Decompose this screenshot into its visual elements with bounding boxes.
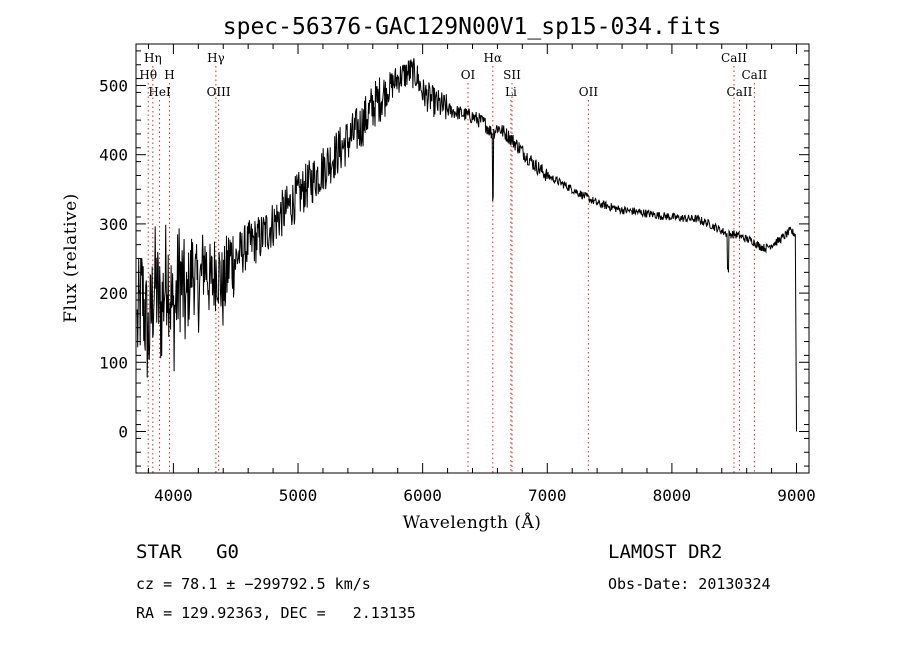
spectral-line-label: CaII xyxy=(721,51,747,65)
y-tick-label: 300 xyxy=(99,215,128,234)
x-axis-ticks: 4000 5000 6000 7000 8000 9000 xyxy=(147,44,816,505)
spectral-line-label: Hθ xyxy=(139,68,157,82)
spectral-line-label: SII xyxy=(503,68,521,82)
x-tick-label: 4000 xyxy=(154,486,193,505)
y-tick-label: 500 xyxy=(99,77,128,96)
series-layer xyxy=(136,58,797,432)
spectral-line-label: HeI xyxy=(148,85,171,99)
y-tick-label: 400 xyxy=(99,146,128,165)
object-class: STAR G0 xyxy=(136,541,239,563)
y-tick-label: 100 xyxy=(99,353,128,372)
spectral-line-label: Hγ xyxy=(207,51,225,65)
chart-title: spec-56376-GAC129N00V1_sp15-034.fits xyxy=(223,14,722,40)
spectral-line-label: CaII xyxy=(741,68,767,82)
y-axis-ticks: 0 100 200 300 400 500 xyxy=(99,50,809,467)
spectral-line-label: Hη xyxy=(144,51,162,65)
x-axis-label: Wavelength (Å) xyxy=(403,512,542,533)
x-tick-label: 7000 xyxy=(528,486,567,505)
spectral-line-label: OIII xyxy=(207,85,231,99)
spectral-line-label: H xyxy=(164,68,174,82)
y-axis-label: Flux (relative) xyxy=(61,193,81,323)
coordinates-info: RA = 129.92363, DEC = 2.13135 xyxy=(136,604,416,622)
redshift-info: cz = 78.1 ± −299792.5 km/s xyxy=(136,575,371,593)
spectral-line-label: CaII xyxy=(727,85,753,99)
spectral-line-label: OI xyxy=(461,68,476,82)
spectral-line-label: Li xyxy=(505,85,517,99)
x-tick-label: 8000 xyxy=(653,486,692,505)
observation-date: Obs-Date: 20130324 xyxy=(608,575,771,593)
spectral-line-label: Hα xyxy=(484,51,503,65)
flux-series-line xyxy=(136,58,797,432)
x-tick-label: 5000 xyxy=(279,486,318,505)
spectral-line-label: OII xyxy=(579,85,599,99)
y-tick-label: 200 xyxy=(99,284,128,303)
survey-name: LAMOST DR2 xyxy=(608,541,723,563)
y-tick-label: 0 xyxy=(118,422,128,441)
x-tick-label: 9000 xyxy=(777,486,816,505)
spectral-lines: Hη Hθ H HeI Hγ OIII Hα OI SII Li OII CaII CaII CaII xyxy=(139,51,768,473)
x-tick-label: 6000 xyxy=(403,486,442,505)
